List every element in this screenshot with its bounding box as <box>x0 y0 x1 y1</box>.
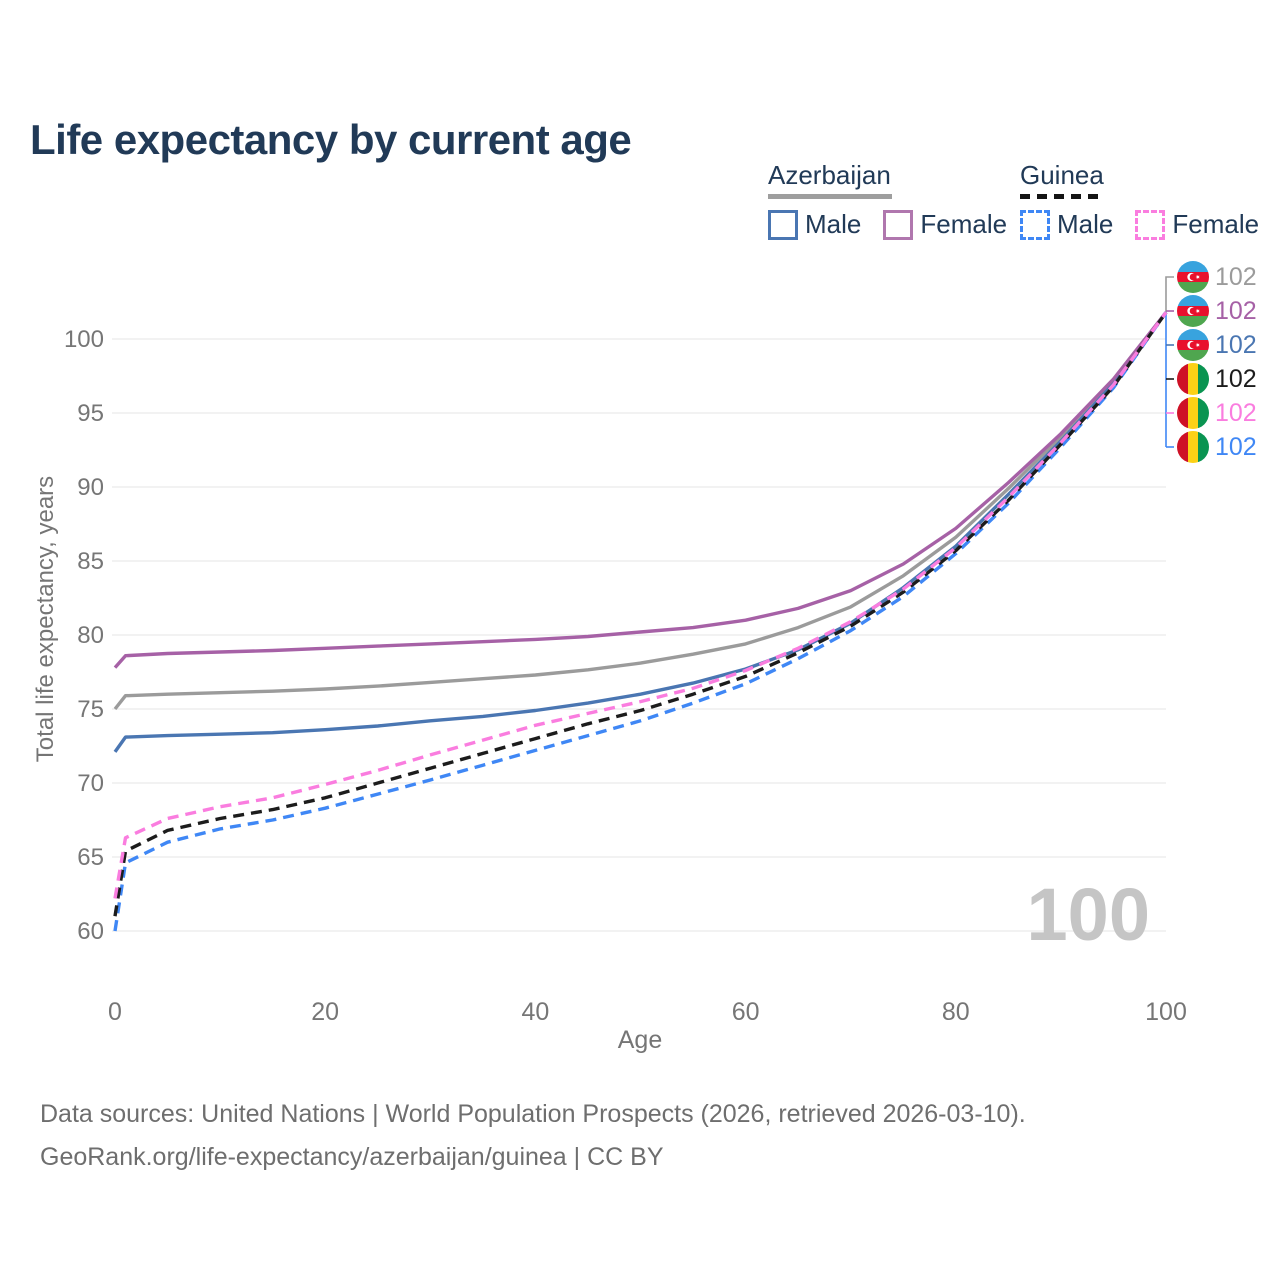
age-counter-watermark: 100 <box>1026 873 1150 956</box>
y-tick-label: 85 <box>77 548 104 575</box>
guinea-flag-icon <box>1177 397 1209 429</box>
azerbaijan-flag-icon <box>1177 295 1209 327</box>
legend-swatch-az-female[interactable] <box>883 209 914 240</box>
legend-swatch-az-male[interactable] <box>768 209 798 240</box>
series-line-guinea-both[interactable] <box>113 311 1168 917</box>
footer-sources-line: Data sources: United Nations | World Pop… <box>40 1100 1026 1128</box>
end-value-label: 102 <box>1215 398 1257 427</box>
legend-country-label[interactable]: Guinea <box>1020 160 1104 190</box>
legend-item-label[interactable]: Male <box>805 209 862 239</box>
guinea-flag-icon <box>1177 363 1209 395</box>
leader-line <box>1165 276 1174 313</box>
series-end-label-row: 102 <box>1177 431 1257 463</box>
end-value-label: 102 <box>1215 330 1257 359</box>
y-tick-label: 90 <box>77 474 104 501</box>
legend-group-guinea: Guinea Male Female <box>1020 160 1280 240</box>
y-tick-label: 65 <box>77 844 104 871</box>
legend-underline-solid <box>768 194 892 199</box>
end-value-label: 102 <box>1215 296 1257 325</box>
guinea-flag-icon <box>1177 431 1209 463</box>
legend-underline-dashed <box>1020 194 1102 199</box>
footer: Data sources: United Nations | World Pop… <box>40 1100 1026 1186</box>
y-tick-label: 95 <box>77 400 104 427</box>
y-axis-title: Total life expectancy, years <box>32 475 59 763</box>
y-tick-label: 75 <box>77 696 104 723</box>
legend-item-label[interactable]: Female <box>1172 209 1260 239</box>
series-end-label-row: 102 <box>1177 397 1257 429</box>
page-title: Life expectancy by current age <box>30 116 632 164</box>
end-value-label: 102 <box>1215 262 1257 291</box>
end-value-label: 102 <box>1215 432 1257 461</box>
y-tick-label: 60 <box>77 918 104 945</box>
y-tick-label: 70 <box>77 770 104 797</box>
series-line-azerbaijan-male[interactable] <box>113 311 1168 753</box>
x-tick-label: 20 <box>311 998 339 1026</box>
x-tick-label: 60 <box>732 998 760 1026</box>
footer-link-line: GeoRank.org/life-expectancy/azerbaijan/g… <box>40 1143 664 1171</box>
x-tick-label: 80 <box>942 998 970 1026</box>
x-tick-label: 40 <box>521 998 549 1026</box>
series-line-guinea-female[interactable] <box>113 311 1168 899</box>
series-line-azerbaijan-both[interactable] <box>113 311 1168 711</box>
legend-item-label[interactable]: Female <box>920 209 1008 239</box>
series-end-label-row: 102 <box>1177 295 1257 327</box>
legend-country-label[interactable]: Azerbaijan <box>768 160 891 190</box>
x-tick-label: 100 <box>1145 998 1187 1026</box>
legend-swatch-gn-male[interactable] <box>1020 209 1050 240</box>
x-tick-label: 0 <box>108 998 122 1026</box>
legend-group-azerbaijan: Azerbaijan Male Female <box>768 160 1029 240</box>
series-line-guinea-male[interactable] <box>113 311 1168 932</box>
series-end-label-row: 102 <box>1177 363 1257 395</box>
legend-item-label[interactable]: Male <box>1057 209 1114 239</box>
y-tick-label: 80 <box>77 622 104 649</box>
series-end-label-row: 102 <box>1177 329 1257 361</box>
y-tick-label: 100 <box>64 326 104 353</box>
legend-swatch-gn-female[interactable] <box>1135 209 1166 240</box>
azerbaijan-flag-icon <box>1177 261 1209 293</box>
azerbaijan-flag-icon <box>1177 329 1209 361</box>
series-line-azerbaijan-female[interactable] <box>113 311 1168 669</box>
x-axis-title: Age <box>617 1026 663 1054</box>
series-end-label-row: 102 <box>1177 261 1257 293</box>
end-value-label: 102 <box>1215 364 1257 393</box>
